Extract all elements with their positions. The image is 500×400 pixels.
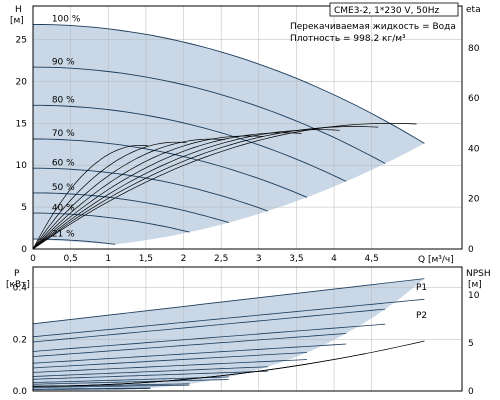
- speed-curve-70: [33, 138, 308, 198]
- speed-curve-labels: 100 % 90 % 80 % 70 % 60 % 50 % 40 % 21 %: [52, 15, 81, 240]
- efficiency-curve: [32, 129, 340, 250]
- efficiency-curve: [32, 126, 379, 250]
- power-curve: [32, 379, 229, 385]
- head-chart-frame: [32, 5, 463, 250]
- power-curve: [32, 308, 386, 343]
- efficiency-curve: [32, 123, 417, 250]
- npsh-tick-label: 10: [468, 291, 480, 301]
- efficiency-curve: [32, 138, 225, 250]
- flow-tick-label: 4: [331, 254, 337, 264]
- liquid-info-text: Перекачиваемая жидкость = Вода: [290, 22, 456, 32]
- speed-curve-label: 60 %: [52, 158, 75, 168]
- speed-curve-label: 21 %: [52, 229, 75, 239]
- efficiency-curves: [32, 123, 417, 250]
- flow-tick-label: 0: [30, 254, 36, 264]
- eta-tick-label: 80: [468, 44, 480, 54]
- flow-tick-label: 2: [181, 254, 187, 264]
- flow-tick-label: 2,5: [214, 254, 228, 264]
- head-speed-curves: [32, 23, 425, 245]
- head-tick-label: 25: [16, 36, 27, 46]
- head-tick-label: 0: [21, 245, 27, 255]
- p2-series-label: P2: [416, 311, 427, 321]
- power-curve: [32, 278, 425, 325]
- flow-tick-label: 3,5: [289, 254, 303, 264]
- npsh-curves: [32, 340, 425, 387]
- power-curve: [32, 323, 386, 352]
- model-info-text: CME3-2, 1*230 V, 50Hz: [334, 6, 440, 16]
- efficiency-curve: [32, 135, 264, 250]
- power-curve: [32, 384, 190, 388]
- flow-tick-label: 4,5: [365, 254, 379, 264]
- power-curve: [32, 343, 347, 364]
- speed-curve-90: [32, 66, 386, 164]
- eta-tick-label: 60: [468, 94, 480, 104]
- density-info-text: Плотность = 998.2 кг/м³: [290, 34, 406, 44]
- head-axis-unit: [м]: [10, 16, 24, 26]
- head-axis-label: H: [15, 5, 22, 15]
- power-curve: [32, 370, 268, 380]
- p1-series-label: P1: [416, 283, 427, 293]
- power-curve: [32, 333, 347, 357]
- speed-curve-50: [33, 192, 229, 224]
- power-axis-label: P: [14, 269, 20, 279]
- speed-curve-label: 40 %: [52, 203, 75, 213]
- eta-tick-label: 40: [468, 144, 480, 154]
- flow-tick-label: 1,5: [139, 254, 153, 264]
- speed-curve-label: 90 %: [52, 57, 75, 67]
- power-curve: [32, 352, 308, 369]
- npsh-axis-label: NPSH: [466, 269, 491, 279]
- flow-axis-label: Q [м³/ч]: [418, 255, 454, 265]
- power-curve: [32, 366, 268, 377]
- eta-tick-label: 20: [468, 195, 480, 205]
- speed-curve-100: [32, 23, 425, 144]
- head-tick-label: 20: [16, 77, 28, 87]
- power-curve: [32, 376, 229, 383]
- power-curve: [33, 388, 151, 390]
- head-tick-label: 10: [16, 161, 28, 171]
- npsh-tick-label: 5: [468, 339, 474, 349]
- flow-tick-label: 1: [105, 254, 111, 264]
- power-curves: [32, 278, 425, 390]
- speed-curve-label: 70 %: [52, 129, 75, 139]
- speed-curve-label: 80 %: [52, 96, 75, 106]
- model-info-box: [329, 2, 459, 17]
- head-tick-label: 5: [21, 203, 27, 213]
- flow-tick-label: 0,5: [63, 254, 77, 264]
- npsh-curve: [33, 363, 308, 387]
- efficiency-curve: [32, 132, 302, 250]
- speed-curve-60: [33, 167, 268, 212]
- power-axis-unit: [кВт]: [6, 280, 30, 290]
- eta-tick-label: 0: [468, 245, 474, 255]
- power-curve: [32, 298, 425, 338]
- power-tick-label: 0.2: [13, 335, 27, 345]
- head-tick-label: 15: [16, 119, 27, 129]
- speed-curve-80: [33, 104, 347, 182]
- flow-tick-label: 3: [256, 254, 262, 264]
- power-tick-label: 0.4: [13, 284, 28, 294]
- power-chart-frame: [32, 266, 463, 392]
- efficiency-curve: [32, 141, 187, 250]
- npsh-tick-label: 0: [468, 387, 474, 397]
- power-tick-label: 0.0: [13, 387, 28, 397]
- speed-curve-label: 50 %: [52, 183, 75, 193]
- speed-curve-label: 100 %: [52, 15, 81, 25]
- head-chart-ticks: 0 0,5 1 1,5 2 2,5 3 3,5 4 4,5 0 5 10 15 20 25 0 20 40 60 80: [16, 36, 480, 264]
- power-curve: [32, 359, 308, 373]
- npsh-axis-unit: [м]: [468, 280, 482, 290]
- efficiency-curve: [32, 144, 149, 250]
- eta-axis-label: eta: [466, 5, 481, 15]
- power-chart-ticks: 0.0 0.2 0.4 0 5 10: [13, 284, 480, 397]
